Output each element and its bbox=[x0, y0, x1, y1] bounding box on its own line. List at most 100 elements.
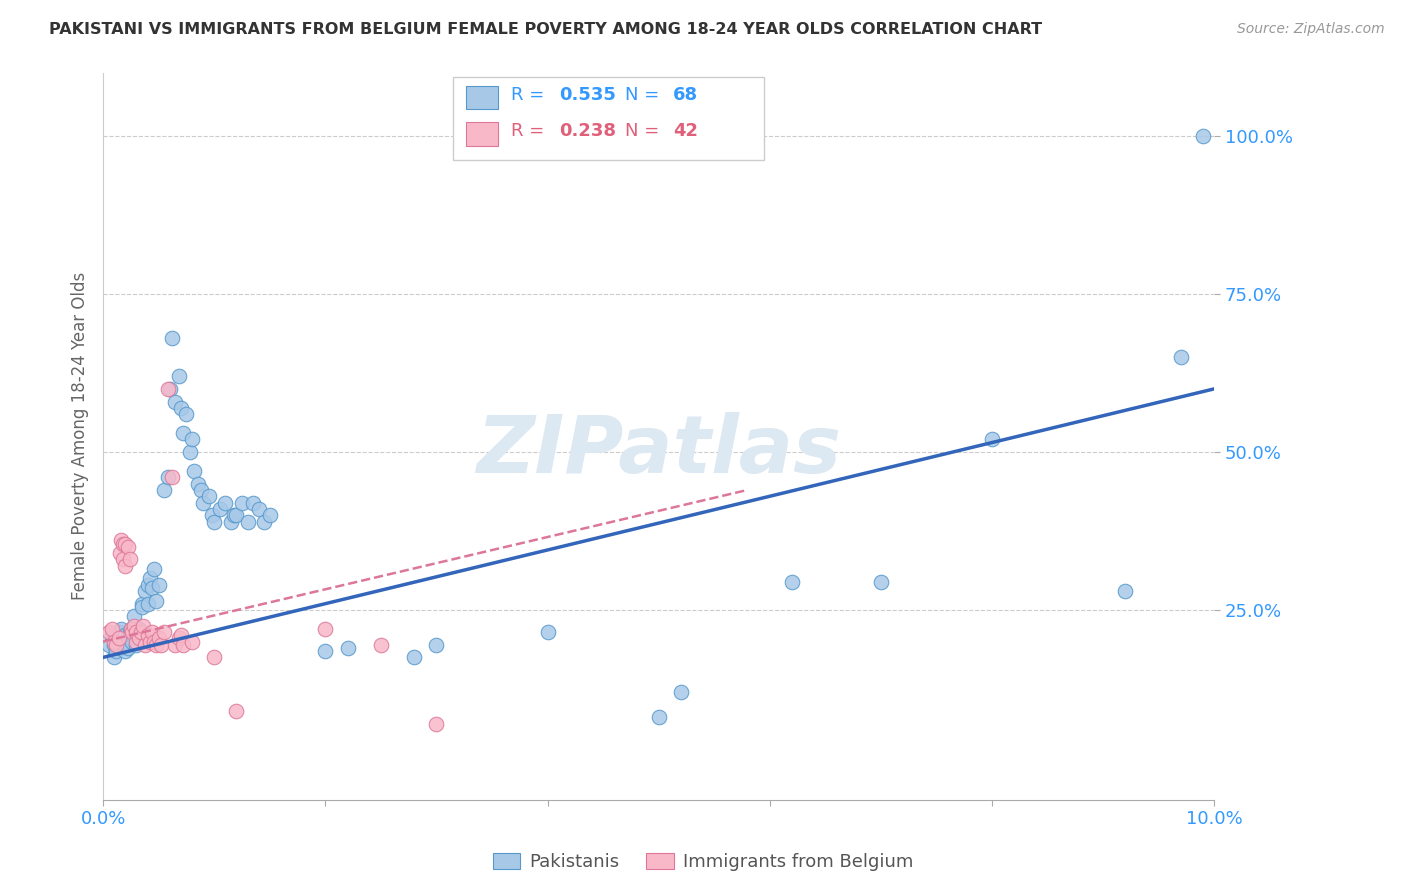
Point bbox=[134, 638, 156, 652]
Point bbox=[129, 625, 152, 640]
Point bbox=[153, 625, 176, 640]
Point bbox=[191, 495, 214, 509]
Point bbox=[125, 634, 148, 648]
Text: PAKISTANI VS IMMIGRANTS FROM BELGIUM FEMALE POVERTY AMONG 18-24 YEAR OLDS CORREL: PAKISTANI VS IMMIGRANTS FROM BELGIUM FEM… bbox=[49, 22, 1042, 37]
Point bbox=[107, 625, 129, 640]
Point bbox=[103, 638, 125, 652]
Point bbox=[118, 625, 141, 640]
Text: R =: R = bbox=[510, 86, 550, 103]
Point bbox=[105, 644, 128, 658]
Point bbox=[107, 632, 129, 646]
Point bbox=[108, 640, 131, 655]
Point bbox=[134, 584, 156, 599]
Point bbox=[97, 638, 120, 652]
Point bbox=[153, 483, 176, 497]
Point bbox=[160, 470, 183, 484]
Point bbox=[225, 704, 247, 718]
Text: 42: 42 bbox=[673, 122, 699, 140]
Text: Source: ZipAtlas.com: Source: ZipAtlas.com bbox=[1237, 22, 1385, 37]
Point bbox=[160, 331, 183, 345]
Point bbox=[141, 625, 163, 640]
Point bbox=[103, 632, 125, 646]
Point bbox=[118, 552, 141, 566]
Point bbox=[181, 433, 204, 447]
Point bbox=[1114, 584, 1136, 599]
Point bbox=[167, 369, 190, 384]
Point bbox=[179, 445, 201, 459]
Point bbox=[131, 597, 153, 611]
Point bbox=[231, 495, 253, 509]
Point bbox=[370, 638, 392, 652]
Point bbox=[202, 650, 225, 665]
Point bbox=[121, 625, 143, 640]
Point bbox=[425, 716, 447, 731]
Point bbox=[1192, 129, 1215, 144]
Point bbox=[167, 632, 190, 646]
Point bbox=[149, 638, 172, 652]
Point bbox=[404, 650, 426, 665]
Bar bbox=[467, 86, 498, 110]
Point bbox=[97, 625, 120, 640]
Point bbox=[110, 533, 132, 548]
Point bbox=[259, 508, 281, 523]
Point bbox=[242, 495, 264, 509]
Point bbox=[101, 622, 124, 636]
Point bbox=[103, 634, 125, 648]
Point bbox=[141, 581, 163, 595]
Point bbox=[1170, 351, 1192, 365]
Point bbox=[114, 644, 136, 658]
Point bbox=[170, 401, 193, 415]
Point bbox=[122, 609, 145, 624]
Point bbox=[143, 634, 166, 648]
Point bbox=[122, 619, 145, 633]
Point bbox=[224, 508, 246, 523]
Point bbox=[981, 433, 1004, 447]
Point bbox=[114, 628, 136, 642]
Point bbox=[132, 619, 155, 633]
Point bbox=[143, 562, 166, 576]
Text: N =: N = bbox=[626, 122, 665, 140]
Text: R =: R = bbox=[510, 122, 550, 140]
Point bbox=[165, 394, 187, 409]
Text: 0.238: 0.238 bbox=[558, 122, 616, 140]
Point bbox=[159, 382, 181, 396]
Point bbox=[172, 426, 194, 441]
Point bbox=[219, 515, 242, 529]
Point bbox=[120, 622, 142, 636]
Point bbox=[165, 638, 187, 652]
Point bbox=[139, 634, 162, 648]
Bar bbox=[467, 122, 498, 145]
Y-axis label: Female Poverty Among 18-24 Year Olds: Female Poverty Among 18-24 Year Olds bbox=[72, 272, 89, 600]
Point bbox=[125, 638, 148, 652]
Point bbox=[125, 625, 148, 640]
Point bbox=[647, 710, 669, 724]
Point bbox=[236, 515, 259, 529]
Point bbox=[314, 622, 336, 636]
Point bbox=[190, 483, 212, 497]
Legend: Pakistanis, Immigrants from Belgium: Pakistanis, Immigrants from Belgium bbox=[486, 846, 920, 879]
FancyBboxPatch shape bbox=[453, 77, 765, 161]
Point bbox=[128, 622, 150, 636]
Point bbox=[125, 625, 148, 640]
Point bbox=[105, 638, 128, 652]
Point bbox=[253, 515, 276, 529]
Point bbox=[225, 508, 247, 523]
Point bbox=[112, 638, 135, 652]
Point bbox=[156, 470, 179, 484]
Point bbox=[170, 628, 193, 642]
Point bbox=[110, 622, 132, 636]
Point bbox=[780, 574, 803, 589]
Point bbox=[114, 536, 136, 550]
Point bbox=[181, 634, 204, 648]
Point bbox=[187, 476, 209, 491]
Point bbox=[176, 407, 198, 421]
Point bbox=[120, 622, 142, 636]
Point bbox=[148, 632, 170, 646]
Point bbox=[536, 625, 558, 640]
Point bbox=[131, 599, 153, 614]
Point bbox=[148, 578, 170, 592]
Point bbox=[114, 558, 136, 573]
Text: 0.535: 0.535 bbox=[558, 86, 616, 103]
Point bbox=[214, 495, 236, 509]
Point bbox=[669, 685, 692, 699]
